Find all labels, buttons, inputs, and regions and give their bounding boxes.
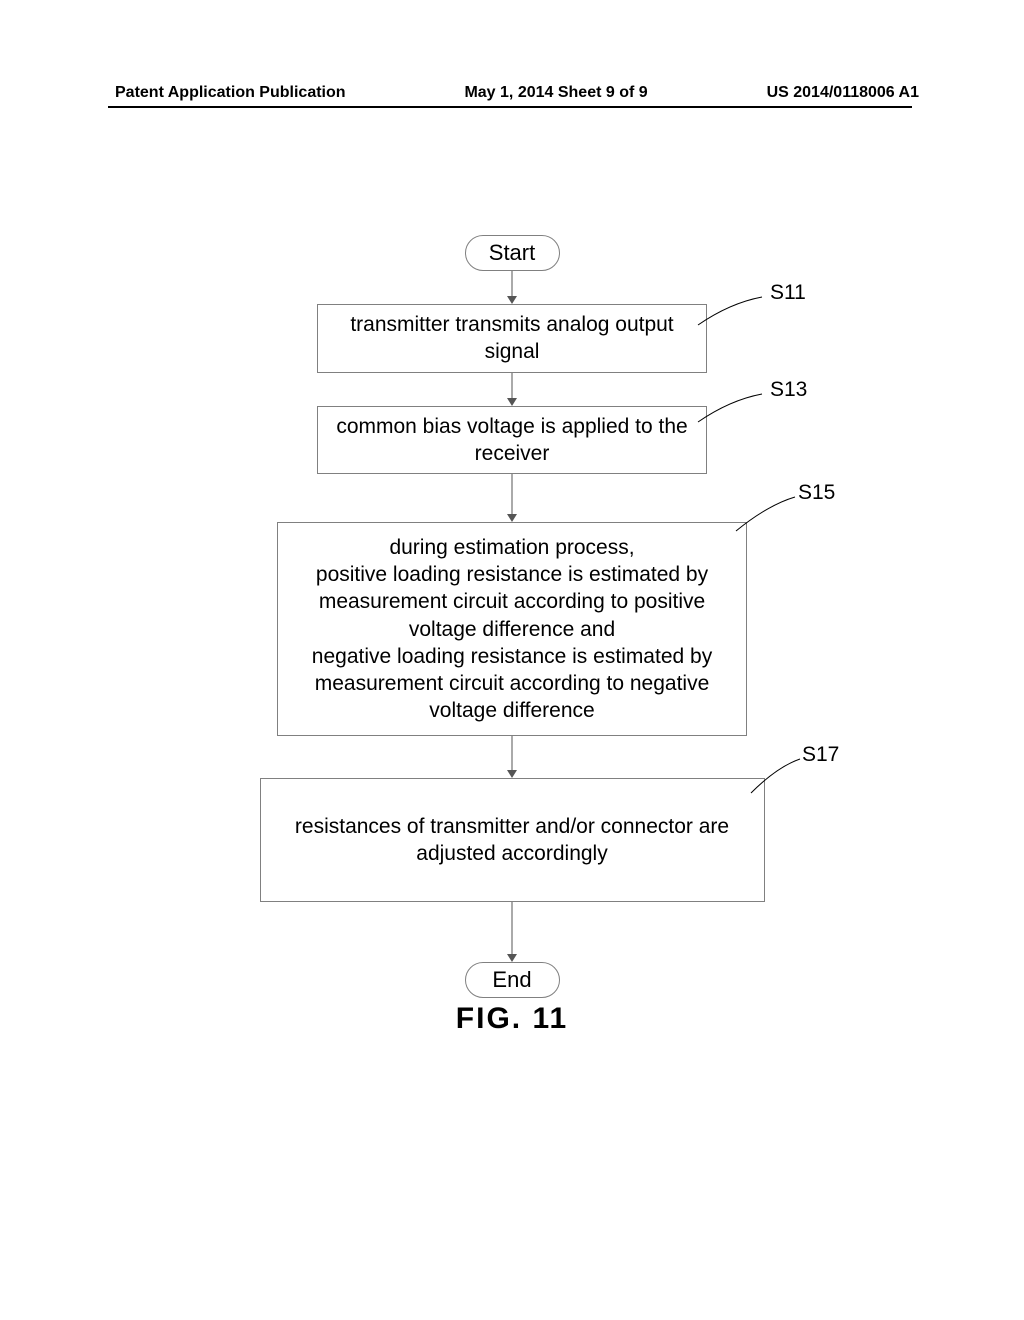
process-s11-text: transmitter transmits analog output sign… xyxy=(332,311,692,366)
label-s17: S17 xyxy=(802,743,839,767)
page: Patent Application Publication May 1, 20… xyxy=(0,0,1024,1320)
process-s11: transmitter transmits analog output sign… xyxy=(317,304,707,373)
start-terminator: Start xyxy=(465,235,560,271)
header-rule xyxy=(108,106,912,108)
arrow-1 xyxy=(0,271,1024,304)
process-s17-text: resistances of transmitter and/or connec… xyxy=(275,813,750,868)
arrow-4 xyxy=(0,736,1024,778)
label-s13: S13 xyxy=(770,378,807,402)
process-s15-text: during estimation process, positive load… xyxy=(292,534,732,725)
end-terminator: End xyxy=(465,962,560,998)
leader-s11 xyxy=(690,293,780,333)
arrow-3 xyxy=(0,474,1024,522)
arrow-down-icon xyxy=(505,736,519,778)
arrow-down-icon xyxy=(505,271,519,304)
flowchart: Start transmitter transmits analog outpu… xyxy=(0,235,1024,1036)
figure-caption: FIG. 11 xyxy=(0,1002,1024,1036)
process-s17: resistances of transmitter and/or connec… xyxy=(260,778,765,902)
arrow-2 xyxy=(0,373,1024,406)
leader-s13 xyxy=(690,390,780,430)
arrow-down-icon xyxy=(505,373,519,406)
arrow-5 xyxy=(0,902,1024,962)
page-header: Patent Application Publication May 1, 20… xyxy=(0,84,1024,102)
process-s13-text: common bias voltage is applied to the re… xyxy=(332,413,692,468)
header-center: May 1, 2014 Sheet 9 of 9 xyxy=(464,84,647,102)
arrow-down-icon xyxy=(505,474,519,522)
header-right: US 2014/0118006 A1 xyxy=(767,84,919,102)
label-s15: S15 xyxy=(798,481,835,505)
header-left: Patent Application Publication xyxy=(115,84,346,102)
end-text: End xyxy=(492,967,531,993)
start-text: Start xyxy=(489,240,535,266)
arrow-down-icon xyxy=(505,902,519,962)
process-s15: during estimation process, positive load… xyxy=(277,522,747,736)
label-s11: S11 xyxy=(770,281,806,305)
process-s13: common bias voltage is applied to the re… xyxy=(317,406,707,475)
